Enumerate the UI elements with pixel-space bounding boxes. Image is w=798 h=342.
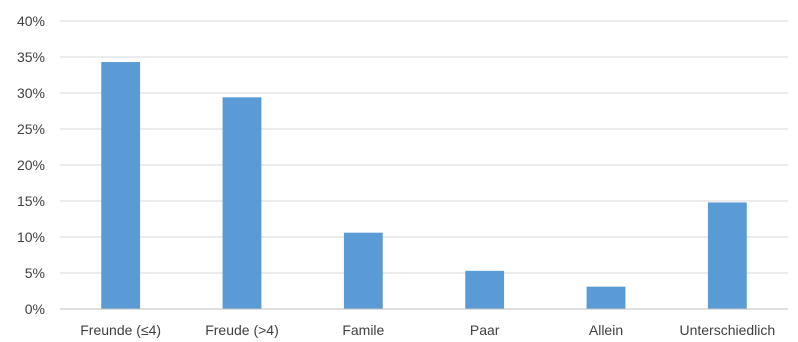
y-tick-label: 30% (17, 85, 45, 101)
y-tick-label: 15% (17, 193, 45, 209)
bar (222, 97, 262, 309)
x-category-label: Freunde (≤4) (80, 322, 161, 338)
y-tick-label: 35% (17, 49, 45, 65)
x-category-label: Unterschiedlich (679, 322, 775, 338)
x-category-label: Allein (589, 322, 623, 338)
y-axis-tick-labels: 0% 5% 10% 15% 20% 25% 30% 35% 40% (17, 13, 45, 317)
x-category-label: Paar (470, 322, 500, 338)
x-axis-category-labels: Freunde (≤4) Freude (>4) Famile Paar Allein U… (80, 322, 775, 338)
bars (101, 62, 747, 309)
bar (707, 202, 747, 309)
y-tick-label: 40% (17, 13, 45, 29)
y-tick-label: 25% (17, 121, 45, 137)
y-tick-label: 0% (25, 301, 45, 317)
bar (343, 232, 383, 309)
x-category-label: Famile (342, 322, 384, 338)
bar (586, 286, 626, 309)
bar (101, 62, 141, 309)
gridlines (60, 20, 788, 274)
y-tick-label: 20% (17, 157, 45, 173)
bar (465, 270, 505, 309)
y-tick-label: 10% (17, 229, 45, 245)
y-tick-label: 5% (25, 265, 45, 281)
x-category-label: Freude (>4) (205, 322, 279, 338)
